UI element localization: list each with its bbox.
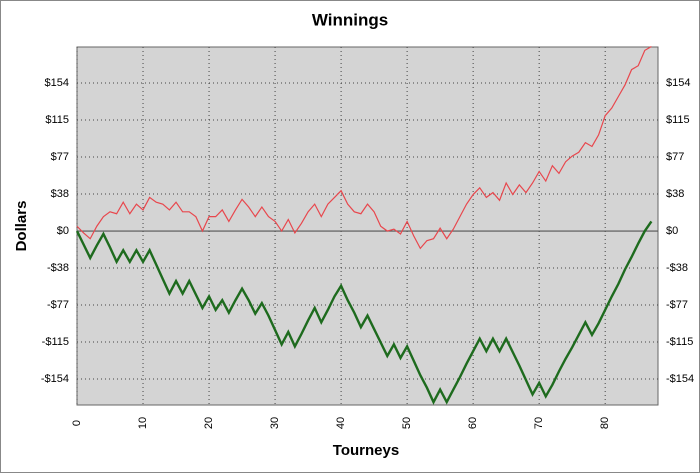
y2-tick-label: $77 — [666, 151, 684, 163]
y-axis-title: Dollars — [13, 201, 30, 252]
y-tick-label: -$77 — [47, 299, 69, 311]
x-tick-label: 10 — [137, 417, 149, 429]
y-tick-label: $154 — [45, 77, 69, 89]
x-tick-label: 80 — [599, 417, 611, 429]
y2-tick-label: -$77 — [666, 299, 688, 311]
y2-tick-label: $0 — [666, 225, 678, 237]
y2-tick-label: -$115 — [666, 336, 693, 348]
x-tick-label: 60 — [467, 417, 479, 429]
y-tick-label: -$115 — [42, 336, 69, 348]
x-tick-label: 0 — [71, 420, 83, 426]
y2-tick-label: -$38 — [666, 262, 688, 274]
series-line — [76, 46, 652, 250]
y-tick-label: $77 — [51, 151, 69, 163]
x-axis-title: Tourneys — [333, 442, 399, 459]
y2-tick-label: $115 — [666, 114, 690, 126]
y2-tick-label: -$154 — [666, 373, 694, 385]
y-tick-label: -$154 — [41, 373, 69, 385]
y2-tick-label: $154 — [666, 77, 690, 89]
y-tick-label: $0 — [57, 225, 69, 237]
chart-title: Winnings — [312, 10, 388, 29]
x-tick-label: 30 — [269, 417, 281, 429]
y-tick-label: $38 — [51, 188, 69, 200]
x-tick-label: 70 — [533, 417, 545, 429]
x-tick-label: 20 — [203, 417, 215, 429]
x-tick-label: 40 — [335, 417, 347, 429]
series-line — [75, 220, 653, 405]
plot-area — [76, 46, 659, 406]
y2-tick-label: $38 — [666, 188, 684, 200]
y-tick-label: -$38 — [47, 262, 69, 274]
y-tick-label: $115 — [45, 114, 69, 126]
x-tick-label: 50 — [401, 417, 413, 429]
